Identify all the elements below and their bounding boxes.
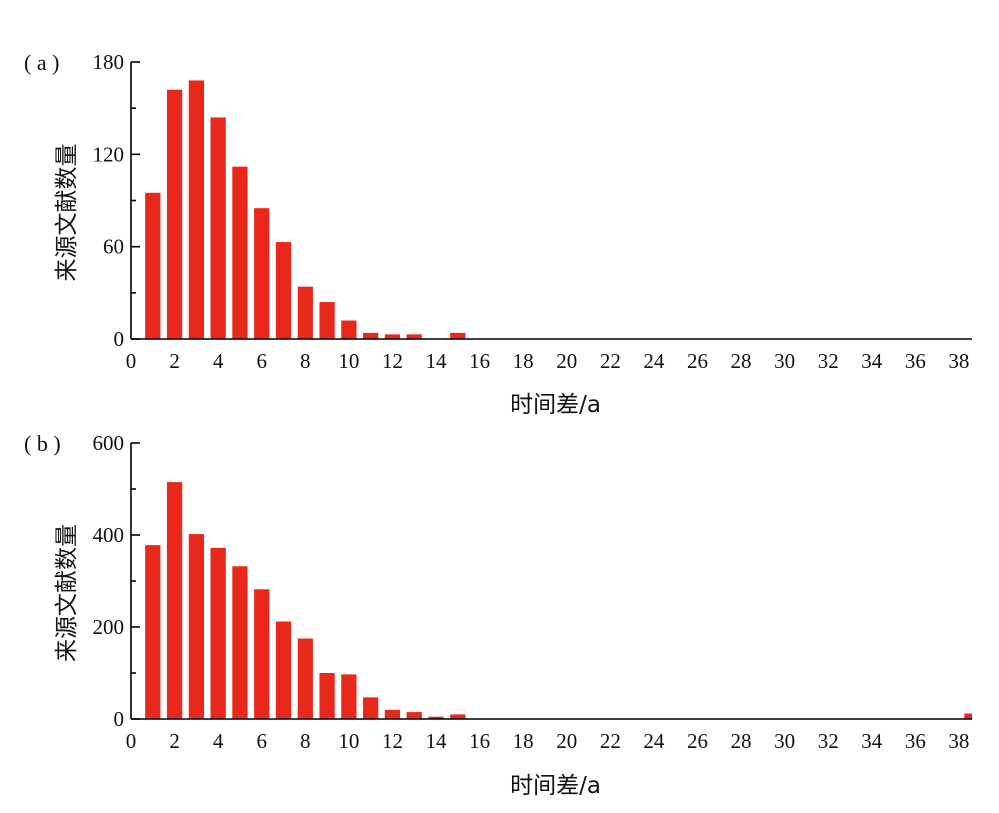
y-tick-label: 0 [114, 327, 125, 351]
y-tick-label: 60 [103, 235, 124, 259]
x-tick-label: 4 [213, 349, 224, 373]
y-axis-title: 来源文献数量 [54, 144, 80, 282]
bar [254, 208, 270, 339]
bar [964, 713, 972, 719]
x-axis-title: 时间差/a [510, 392, 601, 418]
x-tick-label: 34 [861, 349, 883, 373]
x-tick-label: 38 [948, 349, 969, 373]
x-tick-label: 10 [338, 729, 359, 753]
x-tick-label: 14 [426, 729, 448, 753]
x-tick-label: 2 [169, 349, 180, 373]
x-tick-label: 0 [126, 729, 137, 753]
bar [145, 545, 161, 719]
x-tick-label: 28 [731, 349, 752, 373]
x-tick-label: 38 [948, 729, 969, 753]
x-tick-label: 24 [643, 349, 665, 373]
bar [297, 286, 313, 339]
bar [384, 709, 401, 719]
x-tick-label: 22 [600, 729, 621, 753]
x-tick-label: 20 [556, 729, 577, 753]
x-tick-label: 12 [382, 729, 403, 753]
x-tick-label: 16 [469, 729, 490, 753]
bar [232, 166, 248, 339]
x-tick-label: 16 [469, 349, 490, 373]
x-tick-label: 22 [600, 349, 621, 373]
x-tick-label: 26 [687, 729, 708, 753]
x-tick-label: 6 [256, 729, 267, 753]
bar [210, 547, 226, 719]
x-axis-title: 时间差/a [510, 773, 601, 799]
x-tick-label: 6 [256, 349, 267, 373]
y-tick-label: 120 [93, 142, 125, 166]
x-tick-label: 24 [643, 729, 665, 753]
bar [406, 712, 422, 719]
bar [450, 332, 466, 339]
bar [188, 80, 204, 339]
x-tick-label: 20 [556, 349, 577, 373]
bar [406, 334, 422, 339]
bar [166, 482, 183, 719]
x-tick-label: 2 [169, 729, 180, 753]
y-tick-label: 0 [114, 707, 125, 731]
x-tick-label: 18 [513, 349, 534, 373]
bar [450, 714, 466, 719]
bar [319, 302, 335, 339]
bar [275, 242, 292, 339]
panel-label: ( b ) [24, 431, 61, 456]
x-tick-label: 36 [905, 729, 926, 753]
bar [232, 566, 248, 719]
bar [384, 334, 401, 339]
bar [275, 621, 292, 719]
x-tick-label: 30 [774, 729, 795, 753]
bar [166, 89, 183, 339]
bar [254, 589, 270, 719]
bar [188, 534, 204, 719]
bar [363, 697, 379, 719]
x-tick-label: 8 [300, 729, 311, 753]
x-tick-label: 12 [382, 349, 403, 373]
x-tick-label: 30 [774, 349, 795, 373]
x-tick-label: 4 [213, 729, 224, 753]
x-tick-label: 0 [126, 349, 137, 373]
y-tick-label: 200 [93, 615, 125, 639]
bar [341, 674, 357, 719]
x-tick-label: 18 [513, 729, 534, 753]
bar [210, 117, 226, 340]
bar [145, 192, 161, 339]
x-tick-label: 8 [300, 349, 311, 373]
bar [428, 716, 444, 719]
y-axis-title: 来源文献数量 [54, 524, 80, 662]
y-tick-label: 180 [93, 50, 125, 74]
y-tick-label: 600 [93, 431, 125, 455]
x-tick-label: 32 [818, 729, 839, 753]
x-tick-label: 26 [687, 349, 708, 373]
x-tick-label: 14 [426, 349, 448, 373]
x-tick-label: 28 [731, 729, 752, 753]
bar [297, 638, 313, 719]
x-tick-label: 32 [818, 349, 839, 373]
bar [341, 320, 357, 339]
x-tick-label: 36 [905, 349, 926, 373]
bar [319, 673, 335, 719]
panel-label: ( a ) [24, 50, 59, 75]
x-tick-label: 10 [338, 349, 359, 373]
bar [363, 332, 379, 339]
x-tick-label: 34 [861, 729, 883, 753]
y-tick-label: 400 [93, 523, 125, 547]
